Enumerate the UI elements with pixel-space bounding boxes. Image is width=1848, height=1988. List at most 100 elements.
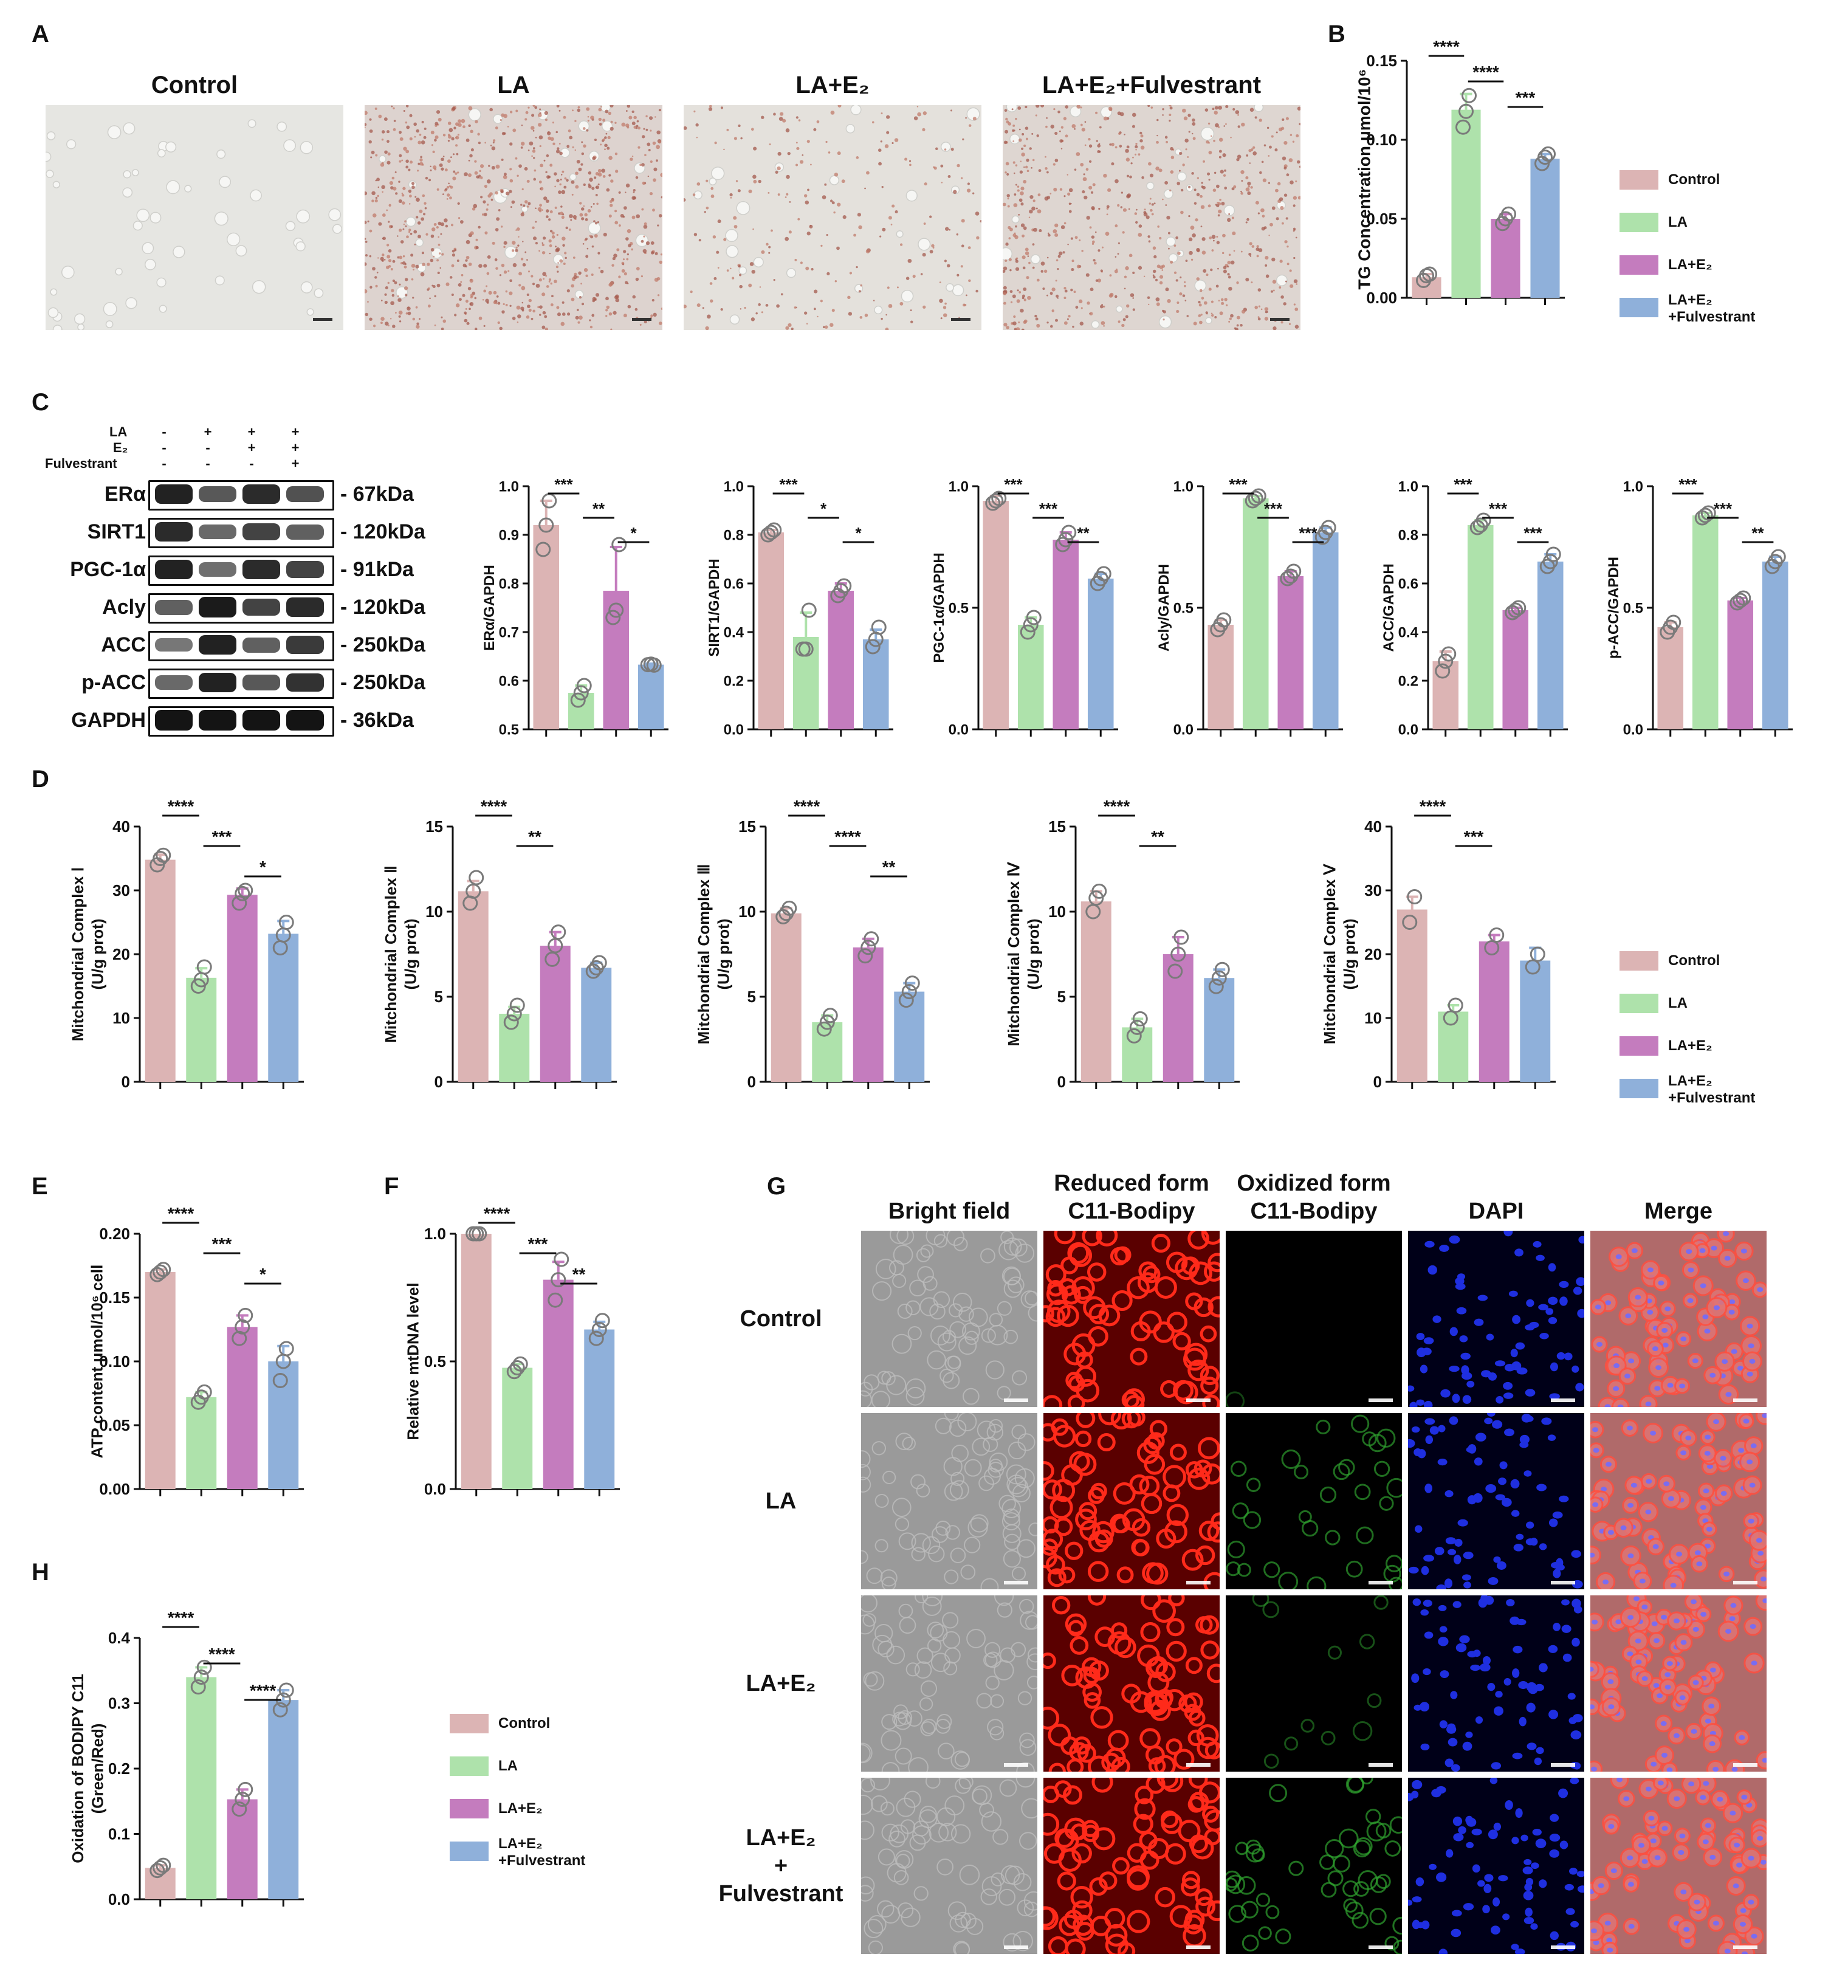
lipid-droplet	[451, 137, 455, 140]
lipid-droplet	[1159, 281, 1163, 284]
fluorescence-tile	[1590, 1413, 1767, 1589]
data-point	[1458, 103, 1474, 119]
tile-background	[1408, 1778, 1584, 1954]
cell-outline	[930, 1326, 950, 1346]
lipid-droplet	[1008, 237, 1011, 239]
red-cell	[1195, 1545, 1215, 1566]
lipid-droplet	[1297, 106, 1300, 111]
nucleus	[1489, 1778, 1498, 1784]
lipid-droplet	[1276, 217, 1279, 221]
lipid-droplet	[910, 320, 913, 323]
lipid-droplet	[684, 126, 687, 130]
nucleus	[1513, 1543, 1523, 1552]
lipid-droplet	[885, 327, 889, 330]
lipid-droplet	[1032, 159, 1035, 162]
significance-label: ***	[212, 1234, 232, 1253]
lipid-droplet	[740, 308, 742, 310]
cell-outline	[1019, 1739, 1037, 1756]
merge-nucleus	[1606, 1938, 1613, 1943]
red-cell	[1057, 1304, 1079, 1327]
lipid-droplet	[1063, 195, 1066, 198]
lipid-droplet	[381, 138, 384, 141]
lipid-droplet	[382, 191, 383, 193]
lipid-droplet	[512, 241, 516, 245]
lipid-droplet	[642, 249, 647, 253]
lipid-droplet	[972, 192, 975, 194]
y-axis-label-line: Mitchondrial Complex Ⅰ	[69, 867, 87, 1041]
lipid-droplet	[495, 228, 499, 232]
cell-outline	[960, 1564, 976, 1580]
green-cell	[1327, 1645, 1342, 1660]
lipid-droplet	[430, 130, 435, 134]
lipid-droplet	[563, 115, 566, 119]
lipid-droplet	[643, 128, 645, 130]
lipid-droplet	[466, 322, 470, 325]
legend-swatch	[1620, 994, 1658, 1013]
merge-nucleus	[1652, 1346, 1658, 1352]
lipid-droplet	[373, 325, 376, 328]
lipid-droplet	[436, 283, 441, 287]
lipid-droplet	[430, 169, 432, 171]
lipid-droplet	[436, 225, 439, 229]
bar-3	[1163, 954, 1194, 1082]
lipid-droplet	[648, 149, 651, 151]
lipid-droplet	[378, 222, 382, 226]
lipid-droplet	[1128, 208, 1130, 210]
cell-outline	[994, 1660, 1014, 1680]
merge-nucleus	[1713, 1419, 1720, 1425]
lipid-droplet	[520, 212, 524, 217]
nucleus	[1412, 1780, 1423, 1789]
lipid-droplet	[1152, 275, 1156, 279]
cell-outline	[893, 1712, 912, 1730]
data-point	[235, 1319, 250, 1335]
lipid-droplet	[560, 322, 565, 326]
nucleus	[1408, 1385, 1415, 1392]
red-cell	[1047, 1279, 1064, 1297]
lipid-droplet	[1252, 151, 1257, 156]
merge-nucleus	[1704, 1451, 1711, 1456]
significance-label: **	[882, 858, 896, 876]
lipid-droplet	[751, 128, 754, 131]
cell	[738, 266, 747, 275]
red-cell	[1090, 1482, 1107, 1500]
nucleus	[1482, 1905, 1490, 1914]
lipid-droplet	[1215, 284, 1219, 288]
treatment-mark: -	[162, 456, 167, 471]
red-cell	[1099, 1871, 1118, 1890]
tile-background	[1226, 1413, 1402, 1589]
red-cell	[1068, 1243, 1093, 1267]
lipid-droplet	[500, 119, 502, 122]
lipid-droplet	[382, 238, 384, 239]
nucleus	[1556, 1352, 1565, 1360]
merge-nucleus	[1692, 1626, 1699, 1632]
lipid-droplet	[1245, 277, 1249, 282]
y-tick-label: 10	[738, 903, 756, 921]
lipid-droplet	[399, 320, 402, 323]
lipid-droplet	[492, 241, 495, 245]
lipid-droplet	[693, 110, 696, 112]
cell-outline	[967, 1517, 988, 1538]
merge-nucleus	[1654, 1386, 1661, 1391]
y-tick-label: 10	[1048, 903, 1066, 921]
lipid-droplet	[652, 208, 655, 212]
y-tick-label: 40	[112, 817, 130, 836]
lipid-droplet	[388, 259, 392, 263]
lipid-droplet	[527, 270, 531, 273]
lipid-droplet	[1125, 315, 1128, 318]
green-cell	[1367, 1693, 1382, 1708]
merge-nucleus	[1748, 1899, 1754, 1905]
bar-3	[1502, 610, 1529, 729]
merge-nucleus	[1593, 1940, 1599, 1945]
lipid-droplet	[369, 118, 372, 121]
bar-2	[1692, 515, 1719, 729]
data-point	[1061, 525, 1077, 540]
green-cell	[1243, 1511, 1262, 1529]
lipid-droplet	[430, 165, 431, 168]
lipid-droplet	[587, 119, 589, 122]
nucleus	[1423, 1337, 1434, 1344]
y-tick-label: 0.00	[1366, 289, 1397, 307]
lipid-droplet	[771, 229, 773, 232]
data-point	[1208, 979, 1224, 994]
lipid-droplet	[929, 215, 932, 218]
lipid-droplet	[445, 224, 448, 228]
